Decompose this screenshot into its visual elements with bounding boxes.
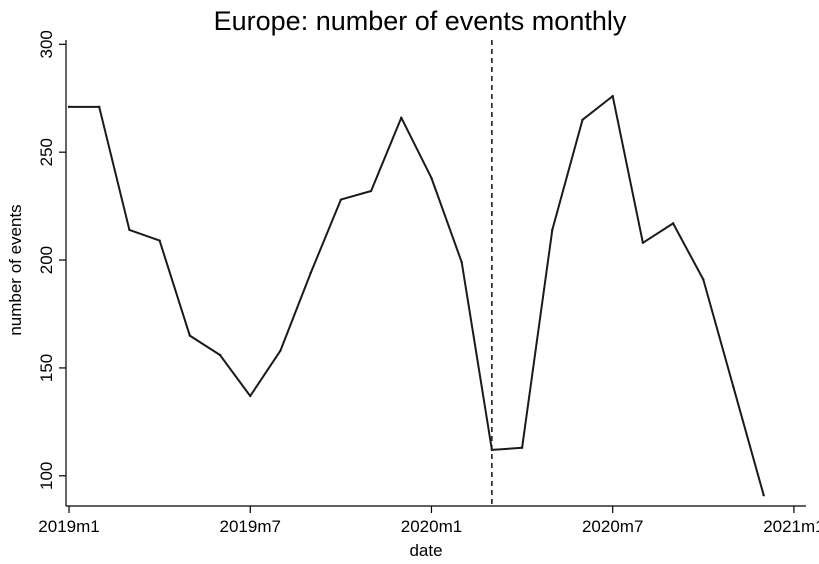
y-axis: 100 150 200 250 300 — [37, 30, 67, 506]
x-tick-label: 2020m1 — [401, 517, 462, 536]
data-point-2020m7 — [611, 94, 614, 98]
data-point-2019m8 — [279, 349, 282, 352]
data-point-2019m1 — [67, 105, 71, 109]
data-point-2019m12 — [400, 116, 403, 119]
y-tick-label: 300 — [37, 30, 56, 58]
y-tick-label: 200 — [37, 246, 56, 274]
x-tick-label: 2021m1 — [763, 517, 819, 536]
data-point-2020m12 — [762, 494, 765, 497]
data-point-2020m3 — [490, 448, 494, 452]
x-axis: 2019m1 2019m7 2020m1 2020m7 2021m1 — [38, 505, 819, 536]
data-point-2019m6 — [218, 353, 222, 357]
y-tick-label: 100 — [37, 462, 56, 490]
y-tick-label: 150 — [37, 354, 56, 382]
data-point-2019m5 — [188, 334, 192, 337]
data-point-2019m7 — [249, 394, 252, 398]
x-tick-label: 2019m7 — [220, 517, 281, 536]
data-point-2020m10 — [702, 278, 705, 281]
x-tick-label: 2019m1 — [38, 517, 99, 536]
data-point-2020m11 — [732, 386, 735, 389]
data-point-2019m10 — [339, 198, 343, 201]
data-point-2019m2 — [98, 105, 101, 109]
data-point-2020m1 — [430, 176, 433, 180]
data-point-2020m5 — [551, 228, 554, 232]
data-point-2020m6 — [581, 118, 584, 122]
series-line — [69, 95, 765, 496]
x-axis-label: date — [409, 541, 442, 560]
data-point-2019m9 — [309, 271, 312, 275]
data-point-2020m2 — [460, 261, 463, 264]
data-point-2020m8 — [641, 241, 645, 244]
data-point-2020m4 — [520, 446, 524, 449]
data-points — [67, 94, 765, 497]
y-axis-label: number of events — [6, 204, 25, 335]
y-tick-label: 250 — [37, 138, 56, 166]
data-point-2019m3 — [128, 228, 131, 232]
chart-title: Europe: number of events monthly — [214, 6, 627, 36]
data-point-2020m9 — [671, 222, 675, 225]
data-point-2019m11 — [369, 189, 373, 193]
x-tick-label: 2020m7 — [582, 517, 643, 536]
data-point-2019m4 — [158, 239, 161, 242]
